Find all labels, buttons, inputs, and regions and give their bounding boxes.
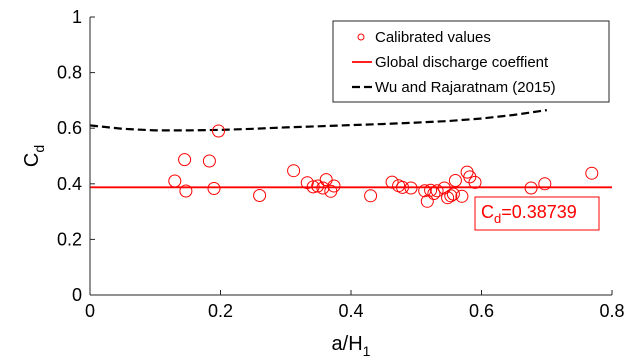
calibrated-point bbox=[287, 164, 301, 178]
calibrated-point bbox=[444, 189, 458, 203]
calibrated-point bbox=[437, 181, 451, 195]
calibrated-point bbox=[364, 189, 378, 203]
calibrated-point bbox=[316, 181, 330, 195]
x-tick-label: 0.8 bbox=[599, 301, 624, 321]
x-ticks: 0 0.2 0.4 0.6 0.8 bbox=[85, 290, 625, 321]
calibrated-point bbox=[319, 173, 333, 187]
y-tick-label: 0 bbox=[72, 285, 82, 305]
y-axis-label-subscript: d bbox=[31, 145, 47, 153]
calibrated-point bbox=[468, 175, 482, 189]
calibrated-point bbox=[385, 175, 399, 189]
calibrated-point bbox=[207, 182, 221, 195]
calibrated-point bbox=[311, 179, 325, 193]
calibrated-point bbox=[168, 174, 182, 188]
cd-annotation: Cd=0.38739 bbox=[474, 196, 600, 231]
cd-annotation-subscript: d bbox=[494, 211, 501, 226]
calibrated-point bbox=[253, 189, 267, 202]
x-tick-label: 0 bbox=[85, 301, 95, 321]
legend-marker-calibrated bbox=[357, 33, 365, 41]
x-axis-label-subscript: 1 bbox=[363, 343, 371, 359]
y-tick-label: 0.2 bbox=[57, 229, 82, 249]
calibrated-point bbox=[424, 183, 438, 197]
y-tick-label: 0.8 bbox=[57, 63, 82, 83]
legend-label-wu: Wu and Rajaratnam (2015) bbox=[375, 79, 556, 96]
legend-label-calibrated: Calibrated values bbox=[375, 29, 491, 46]
calibrated-point bbox=[179, 184, 193, 198]
calibrated-point bbox=[396, 180, 409, 194]
calibrated-point bbox=[427, 187, 441, 200]
calibrated-point bbox=[524, 181, 538, 195]
calibrated-point bbox=[178, 153, 192, 167]
y-axis-label: Cd bbox=[21, 145, 47, 167]
x-tick-label: 0.6 bbox=[469, 301, 494, 321]
calibrated-point bbox=[446, 187, 460, 201]
calibrated-points-layer bbox=[168, 124, 599, 208]
y-ticks: 0 0.2 0.4 0.6 0.8 1 bbox=[57, 7, 95, 305]
calibrated-point bbox=[430, 184, 444, 198]
y-tick-label: 0.4 bbox=[57, 174, 82, 194]
legend-box bbox=[332, 20, 610, 103]
legend-label-global: Global discharge coeffient bbox=[375, 54, 549, 71]
calibrated-point bbox=[327, 179, 341, 193]
legend: Calibrated values Global discharge coeff… bbox=[332, 20, 610, 103]
x-tick-label: 0.2 bbox=[208, 301, 233, 321]
calibrated-point bbox=[538, 177, 552, 191]
calibrated-point bbox=[585, 166, 599, 180]
calibrated-point bbox=[455, 189, 469, 203]
calibrated-point bbox=[212, 124, 225, 138]
calibrated-point bbox=[404, 181, 418, 195]
cd-annotation-text: Cd=0.38739 bbox=[481, 202, 577, 226]
wu-series-layer bbox=[89, 109, 547, 132]
wu-rajaratnam-line bbox=[89, 109, 547, 132]
calibrated-point bbox=[202, 154, 216, 168]
y-tick-label: 0.6 bbox=[57, 118, 82, 138]
calibrated-point bbox=[306, 180, 320, 194]
x-tick-label: 0.4 bbox=[338, 301, 363, 321]
y-tick-label: 1 bbox=[72, 7, 82, 27]
calibrated-point bbox=[448, 174, 462, 187]
cd-annotation-box bbox=[474, 196, 600, 231]
x-axis-label: a/H1 bbox=[332, 333, 371, 359]
